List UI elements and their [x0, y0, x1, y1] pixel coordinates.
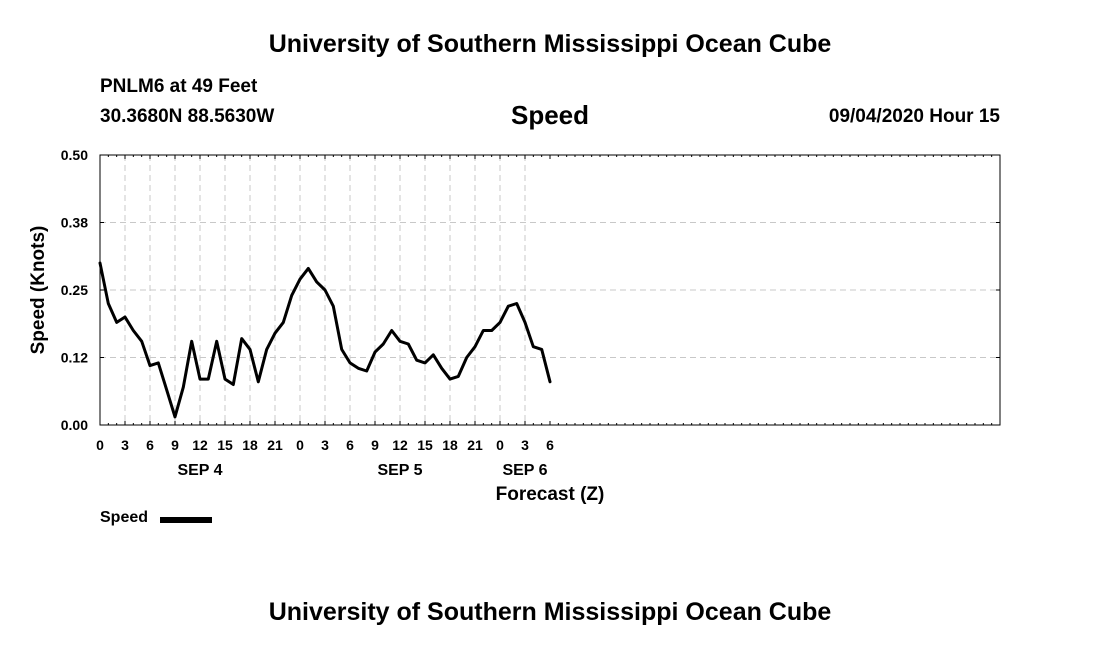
legend-line-swatch — [160, 517, 212, 523]
y-tick-label: 0.25 — [61, 282, 88, 298]
x-tick-label: 21 — [467, 437, 483, 453]
x-tick-label: 6 — [146, 437, 154, 453]
x-axis-label: Forecast (Z) — [496, 484, 605, 505]
legend-label: Speed — [100, 509, 149, 526]
x-tick-label: 0 — [296, 437, 304, 453]
y-tick-label: 0.12 — [61, 350, 88, 366]
day-label: SEP 6 — [502, 462, 547, 479]
x-tick-label: 15 — [417, 437, 433, 453]
x-tick-label: 12 — [392, 437, 408, 453]
y-axis-label: Speed (Knots) — [28, 226, 49, 355]
x-tick-label: 18 — [242, 437, 258, 453]
x-tick-label: 3 — [121, 437, 129, 453]
y-tick-label: 0.38 — [61, 215, 88, 231]
x-tick-label: 21 — [267, 437, 283, 453]
x-tick-label: 3 — [521, 437, 529, 453]
grid-layer — [100, 155, 1000, 425]
x-tick-label: 12 — [192, 437, 208, 453]
x-tick-label: 6 — [346, 437, 354, 453]
coordinates-label: 30.3680N 88.5630W — [100, 106, 275, 127]
x-tick-label: 18 — [442, 437, 458, 453]
x-tick-label: 9 — [171, 437, 179, 453]
x-tick-label: 6 — [546, 437, 554, 453]
station-label: PNLM6 at 49 Feet — [100, 76, 258, 97]
page-title: University of Southern Mississippi Ocean… — [268, 30, 832, 58]
x-tick-label: 3 — [321, 437, 329, 453]
day-label: SEP 4 — [177, 462, 222, 479]
tick-layer — [99, 154, 1001, 426]
x-tick-label: 0 — [96, 437, 104, 453]
day-label: SEP 5 — [377, 462, 422, 479]
x-tick-label: 15 — [217, 437, 233, 453]
forecast-datetime: 09/04/2020 Hour 15 — [828, 106, 1000, 127]
x-tick-label: 0 — [496, 437, 504, 453]
chart-title: Speed — [510, 100, 590, 130]
x-tick-label: 9 — [371, 437, 379, 453]
y-tick-label: 0.50 — [61, 147, 88, 163]
speed-series-line — [98, 261, 552, 419]
footer-title: University of Southern Mississippi Ocean… — [268, 598, 832, 626]
label-layer: 0 3 6 9 12 15 18 21 0 3 6 9 12 15 18 21 0 3 6 0.00 0.12 0.25 0… — [61, 147, 554, 479]
y-tick-label: 0.00 — [61, 417, 88, 433]
